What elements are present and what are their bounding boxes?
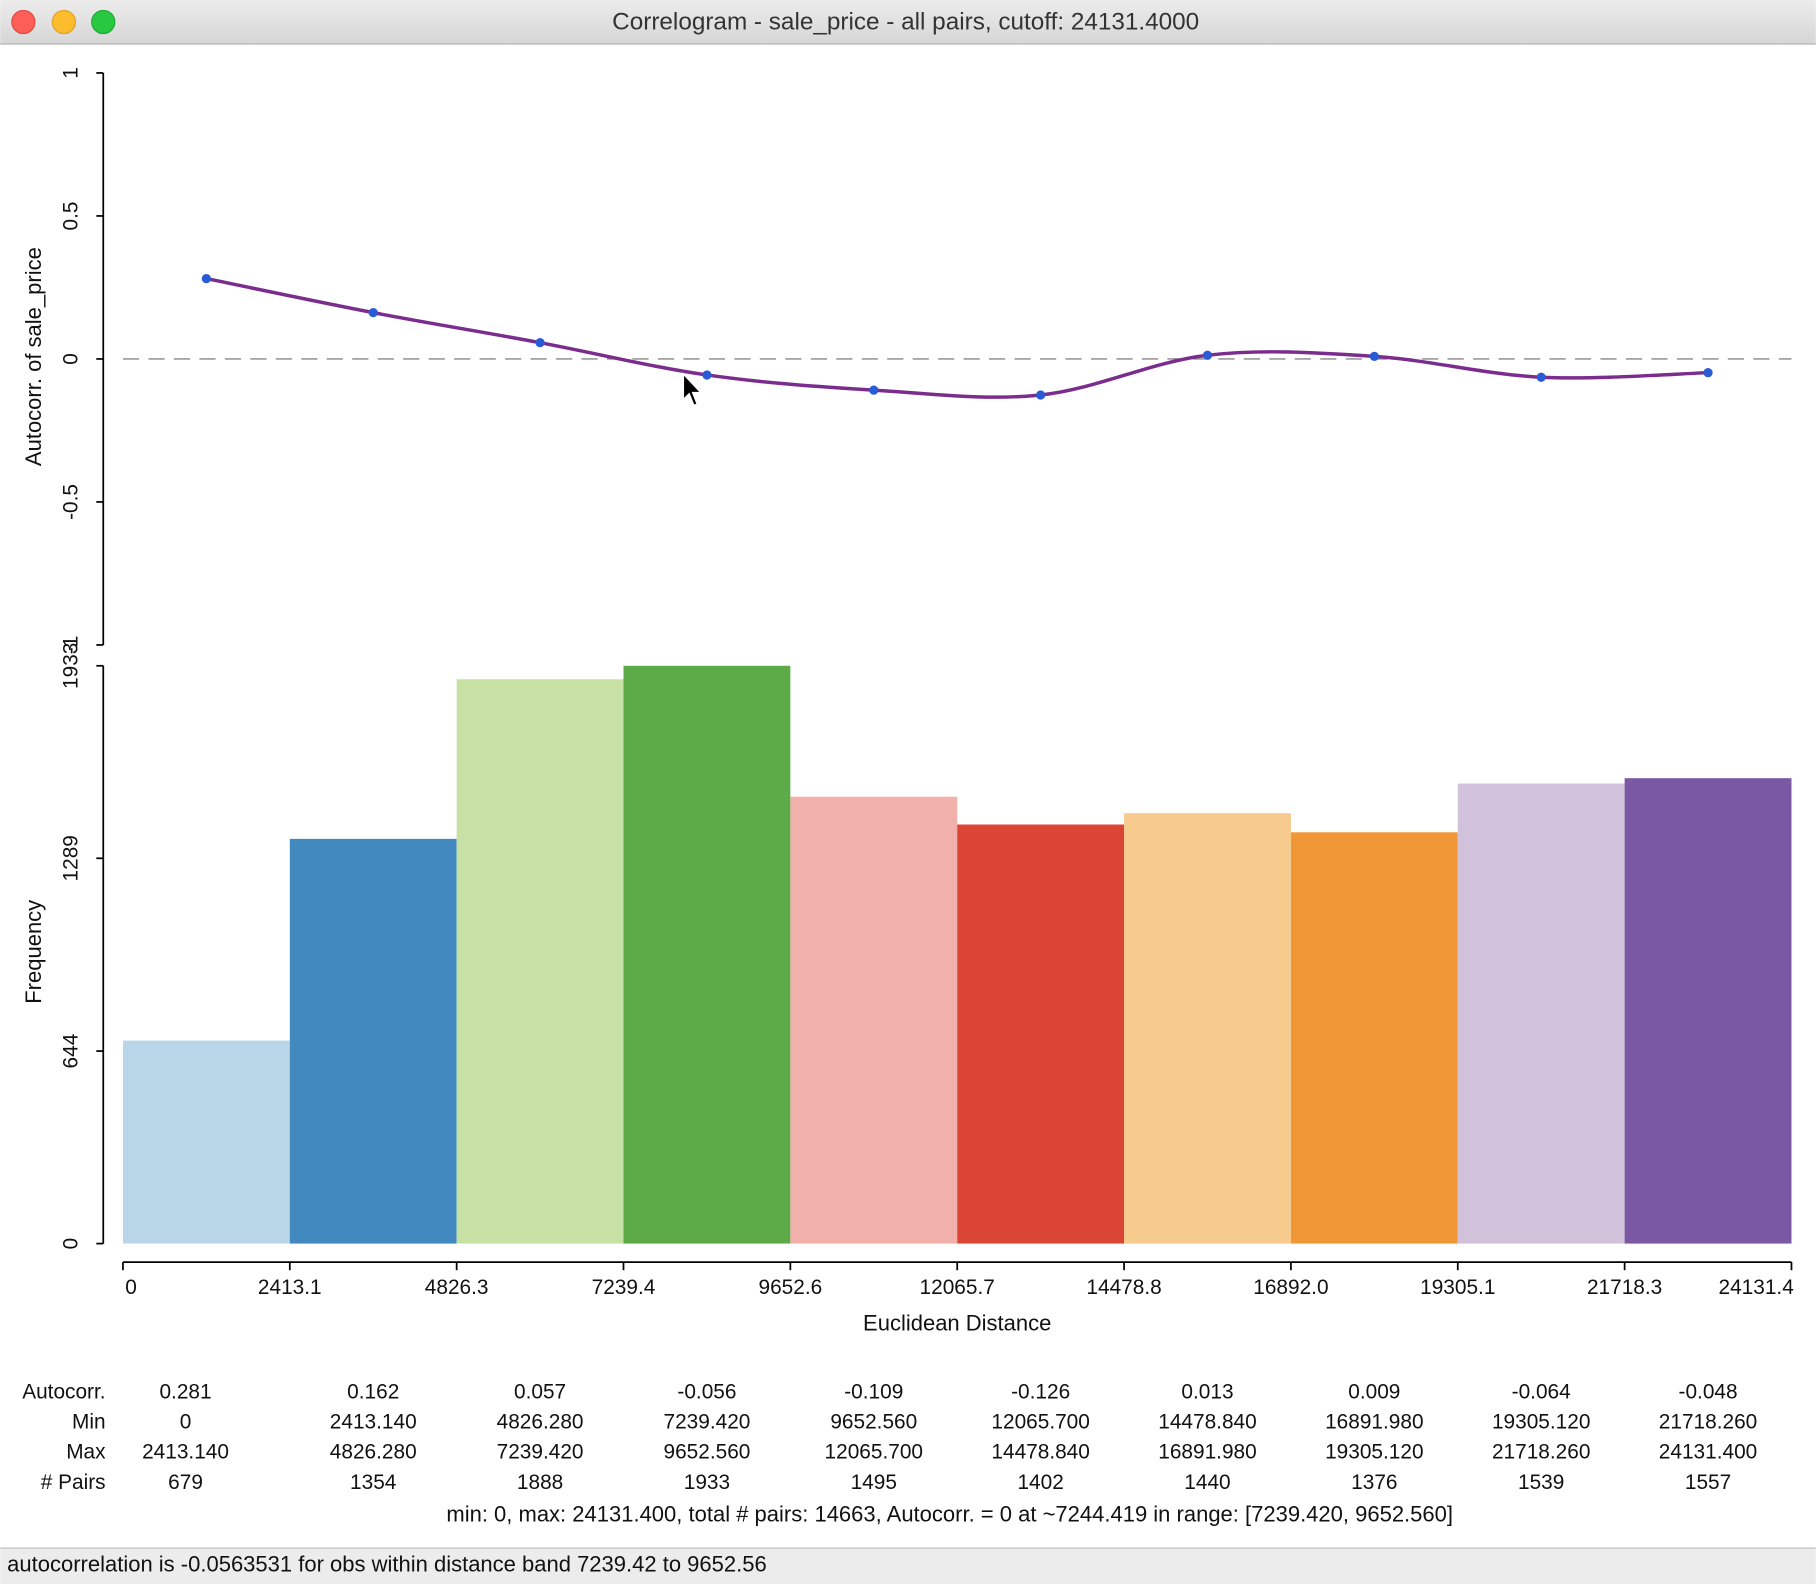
autocorr-point bbox=[1703, 368, 1713, 378]
table-cell: 1402 bbox=[1017, 1471, 1063, 1494]
table-cell: 0.162 bbox=[347, 1380, 399, 1403]
x-tick-label: 4826.3 bbox=[425, 1276, 489, 1299]
histogram-bar bbox=[1124, 813, 1291, 1244]
x-tick-label: 9652.6 bbox=[758, 1276, 822, 1299]
autocorr-point bbox=[1202, 350, 1213, 360]
minimize-button[interactable] bbox=[51, 9, 77, 35]
plot-area: -1 -0.5 0 0.5 1 Autocorr. of sale_price 0 644 12… bbox=[21, 67, 1794, 1494]
mouse-cursor bbox=[682, 372, 703, 407]
table-cell: 14478.840 bbox=[1158, 1411, 1256, 1434]
table-cell: 1557 bbox=[1685, 1471, 1731, 1494]
status-text: autocorrelation is -0.0563531 for obs wi… bbox=[7, 1551, 767, 1576]
table-cell: 24131.400 bbox=[1659, 1441, 1757, 1464]
x-tick-label: 0 bbox=[125, 1276, 137, 1299]
table-cell: 2413.140 bbox=[330, 1411, 417, 1434]
table-row-label: # Pairs bbox=[41, 1471, 106, 1494]
table-cell: 16891.980 bbox=[1325, 1411, 1423, 1434]
table-row-label: Max bbox=[66, 1441, 106, 1464]
table-cell: 14478.840 bbox=[991, 1441, 1089, 1464]
histogram-bar bbox=[623, 665, 791, 1244]
y-tick-label: -1 bbox=[60, 636, 83, 655]
histogram-bar bbox=[1624, 778, 1792, 1244]
window-title: Correlogram - sale_price - all pairs, cu… bbox=[612, 9, 1199, 36]
x-tick-label: 21718.3 bbox=[1587, 1276, 1662, 1299]
table-cell: -0.056 bbox=[677, 1380, 736, 1403]
close-button[interactable] bbox=[11, 9, 36, 35]
y-tick-label: -0.5 bbox=[59, 484, 82, 520]
table-cell: 679 bbox=[168, 1471, 203, 1494]
table-cell: 1933 bbox=[684, 1471, 730, 1494]
histogram-bar bbox=[1290, 832, 1458, 1244]
autocorr-point bbox=[702, 370, 712, 380]
table-cell: 1440 bbox=[1184, 1471, 1230, 1494]
table-cell: 16891.980 bbox=[1158, 1441, 1256, 1464]
y-axis-label: Frequency bbox=[21, 900, 46, 1004]
autocorr-curve bbox=[206, 276, 1709, 399]
table-cell: 1495 bbox=[851, 1471, 897, 1494]
table-cell: 9652.560 bbox=[830, 1411, 917, 1434]
table-cell: 1539 bbox=[1518, 1471, 1564, 1494]
table-row-label: Min bbox=[72, 1411, 106, 1434]
table-cell: 1354 bbox=[350, 1471, 396, 1494]
x-tick-label: 24131.4 bbox=[1718, 1276, 1793, 1299]
table-cell: -0.126 bbox=[1011, 1380, 1070, 1403]
histogram-bar bbox=[122, 1040, 290, 1244]
table-cell: -0.109 bbox=[844, 1380, 903, 1403]
autocorr-point bbox=[368, 307, 378, 318]
histogram-bar bbox=[957, 824, 1125, 1244]
histogram-bar bbox=[790, 796, 958, 1244]
table-cell: 19305.120 bbox=[1492, 1411, 1590, 1434]
table-cell: 12065.700 bbox=[825, 1441, 923, 1464]
autocorr-point bbox=[535, 338, 545, 348]
y-tick-label: 1289 bbox=[60, 835, 83, 881]
y-tick-label: 0.5 bbox=[60, 201, 83, 230]
table-cell: 0.057 bbox=[514, 1380, 566, 1403]
table-cell: 4826.280 bbox=[330, 1441, 417, 1464]
histogram-bar bbox=[1457, 783, 1625, 1244]
table-cell: -0.048 bbox=[1679, 1380, 1738, 1403]
x-tick-label: 12065.7 bbox=[920, 1276, 995, 1299]
autocorr-point bbox=[1369, 351, 1379, 362]
y-tick-label: 1933 bbox=[60, 643, 83, 689]
x-tick-label: 14478.8 bbox=[1086, 1276, 1161, 1299]
y-tick-label: 644 bbox=[59, 1034, 82, 1069]
y-axis-label: Autocorr. of sale_price bbox=[21, 247, 46, 466]
histogram-bar bbox=[289, 838, 457, 1244]
table-cell: 19305.120 bbox=[1325, 1441, 1423, 1464]
table-cell: -0.064 bbox=[1512, 1380, 1571, 1403]
table-cell: 21718.260 bbox=[1659, 1411, 1757, 1434]
table-cell: 0.281 bbox=[159, 1380, 211, 1403]
table-row-label: Autocorr. bbox=[22, 1380, 105, 1403]
y-tick-label: 1 bbox=[60, 67, 83, 79]
table-cell: 2413.140 bbox=[142, 1441, 229, 1464]
x-tick-label: 7239.4 bbox=[592, 1276, 656, 1299]
x-tick-label: 2413.1 bbox=[258, 1276, 322, 1299]
histogram-bar bbox=[456, 679, 624, 1244]
summary-text: min: 0, max: 24131.400, total # pairs: 1… bbox=[446, 1501, 1453, 1526]
autocorr-point bbox=[201, 273, 212, 284]
autocorr-point bbox=[869, 385, 879, 395]
table-cell: 7239.420 bbox=[663, 1411, 750, 1434]
title-bar bbox=[0, 0, 1816, 44]
zoom-button[interactable] bbox=[91, 9, 116, 35]
table-cell: 12065.700 bbox=[991, 1411, 1089, 1434]
table-cell: 1888 bbox=[517, 1471, 563, 1494]
table-cell: 0.013 bbox=[1181, 1380, 1233, 1403]
table-cell: 1376 bbox=[1351, 1471, 1397, 1494]
table-cell: 0.009 bbox=[1348, 1380, 1400, 1403]
y-tick-label: 0 bbox=[59, 353, 82, 365]
table-cell: 0 bbox=[180, 1411, 192, 1434]
table-cell: 9652.560 bbox=[663, 1441, 750, 1464]
table-cell: 7239.420 bbox=[497, 1441, 584, 1464]
status-bar bbox=[0, 1548, 1816, 1584]
autocorr-point bbox=[1036, 390, 1046, 400]
table-cell: 4826.280 bbox=[497, 1411, 584, 1434]
x-tick-label: 19305.1 bbox=[1420, 1276, 1495, 1299]
y-tick-label: 0 bbox=[60, 1238, 83, 1250]
table-cell: 21718.260 bbox=[1492, 1441, 1590, 1464]
x-tick-label: 16892.0 bbox=[1253, 1276, 1328, 1299]
x-axis-label: Euclidean Distance bbox=[863, 1310, 1051, 1335]
autocorr-point bbox=[1536, 372, 1546, 382]
